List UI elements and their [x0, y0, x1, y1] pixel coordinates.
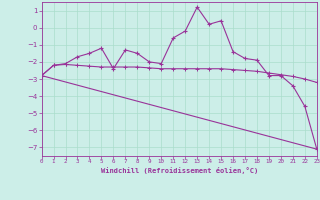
- X-axis label: Windchill (Refroidissement éolien,°C): Windchill (Refroidissement éolien,°C): [100, 167, 258, 174]
